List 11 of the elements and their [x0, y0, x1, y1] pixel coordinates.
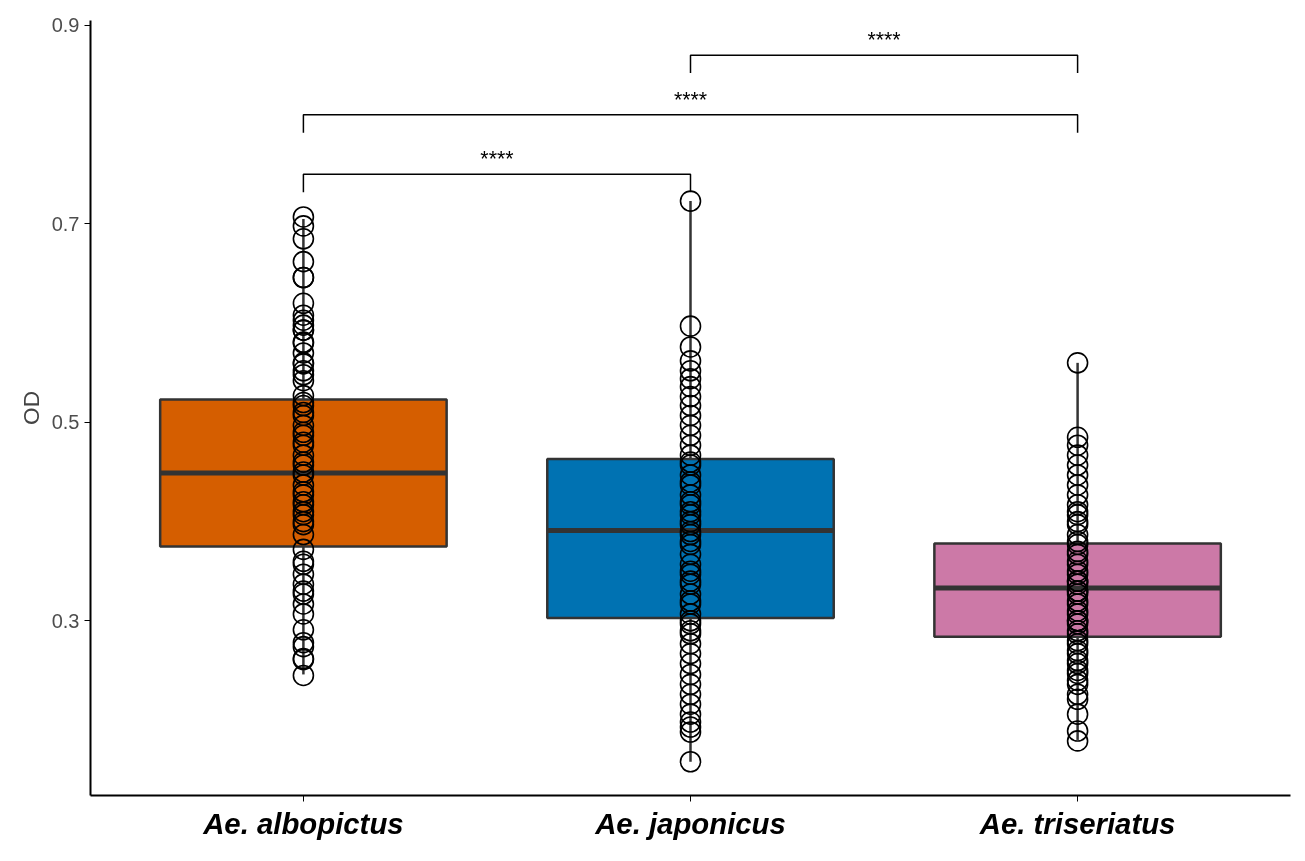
- x-tick-label: Ae. triseriatus: [978, 806, 1176, 840]
- y-tick-label: 0.3: [51, 609, 80, 632]
- y-tick-label: 0.5: [51, 411, 80, 434]
- annotation: ****: [673, 87, 708, 112]
- annotation: ****: [867, 28, 901, 53]
- x-tick-label: Ae. japonicus: [594, 806, 786, 840]
- x-tick-label: Ae. albopictus: [202, 806, 404, 840]
- y-axis-title: OD: [17, 391, 44, 425]
- y-tick-label: 0.9: [51, 14, 80, 37]
- y-tick-label: 0.7: [51, 212, 80, 235]
- annotation: ****: [480, 147, 514, 172]
